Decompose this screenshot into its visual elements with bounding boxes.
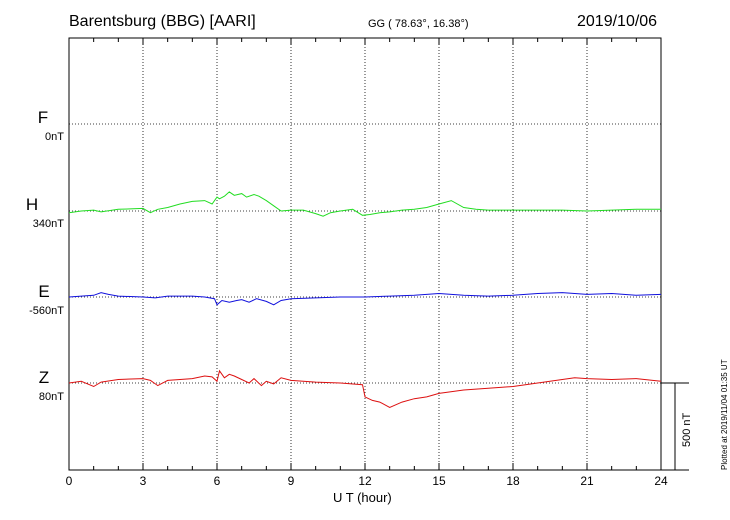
baseline-label-h: 340nT	[32, 218, 64, 230]
component-label-z: Z	[38, 368, 50, 387]
x-tick-label: 9	[287, 474, 295, 488]
trace-e	[68, 292, 662, 306]
scale-bar	[661, 382, 689, 471]
x-tick-label: 18	[506, 474, 520, 488]
baseline-label-f: 0nT	[45, 131, 64, 143]
baseline-label-e: -560nT	[29, 305, 64, 317]
component-label-h: H	[25, 195, 39, 214]
chart-grid	[69, 38, 661, 470]
trace-h	[68, 191, 661, 217]
plotted-timestamp: Plotted at 2019/11/04 01:35 UT	[720, 359, 729, 470]
x-tick-label: 21	[580, 474, 594, 488]
x-tick-label: 24	[654, 474, 668, 488]
chart-date: 2019/10/06	[577, 13, 658, 30]
x-tick-label: 12	[358, 474, 372, 488]
x-axis-label: U T (hour)	[333, 490, 392, 505]
component-label-f: F	[37, 108, 49, 127]
station-title: Barentsburg (BBG) [AARI]	[69, 13, 256, 30]
trace-z	[68, 369, 662, 408]
scale-bar-label: 500 nT	[681, 412, 693, 447]
baseline-label-z: 80nT	[38, 391, 64, 403]
chart-traces	[68, 191, 662, 408]
x-tick-label: 6	[213, 474, 221, 488]
x-tick-label: 3	[139, 474, 147, 488]
component-label-e: E	[38, 282, 50, 301]
station-coordinates: GG ( 78.63°, 16.38°)	[368, 18, 469, 30]
x-tick-label: 0	[65, 474, 73, 488]
x-axis-ticks	[68, 38, 662, 470]
x-tick-label: 15	[432, 474, 446, 488]
